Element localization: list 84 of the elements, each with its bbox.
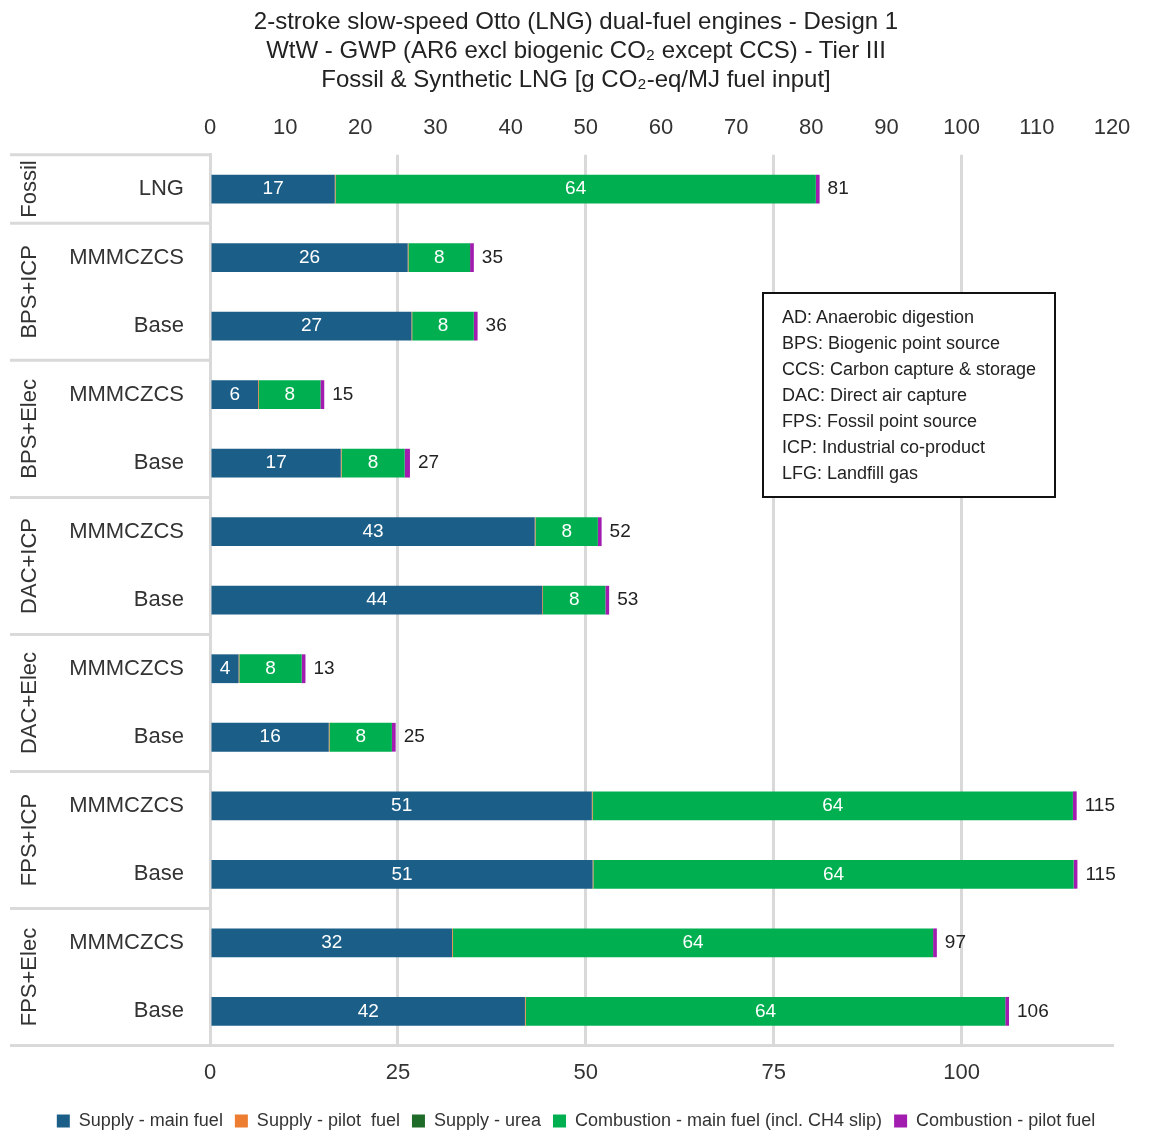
text: DAC+ICP [16, 517, 42, 614]
x-tick-label: 100 [943, 1058, 981, 1084]
y-tick-label: Base [133, 586, 184, 612]
data-label: 8 [561, 519, 572, 541]
data-label: 42 [357, 999, 379, 1021]
x-tick-label: 25 [385, 1058, 411, 1084]
y-tick-label: Base [133, 997, 184, 1023]
legend-label: Combustion - pilot fuel [916, 1109, 1096, 1130]
y-tick-label: Base [133, 860, 184, 886]
total-label: 97 [944, 931, 966, 953]
data-label: 26 [299, 245, 321, 267]
text: FPS+ICP [16, 793, 42, 887]
legend-label: Supply - pilot fuel [256, 1109, 400, 1130]
data-label: 8 [437, 314, 449, 336]
data-label: 64 [682, 931, 704, 953]
x2-tick-label: 30 [423, 113, 448, 139]
data-label: 64 [754, 999, 777, 1021]
chart-title: 2-stroke slow-speed Otto (LNG) dual-fuel engines - Design 1 WtW - GWP (AR6 excl biogenic CO₂ except CCS) - Tier III Fossil & Synthetic LNG [g CO₂-eq/MJ fuel input] [253, 7, 899, 92]
x2-tick-label: 10 [272, 113, 298, 139]
y-tick-label: LNG [138, 175, 184, 201]
total-label: 35 [481, 245, 503, 267]
x2-tick-label: 60 [648, 113, 674, 139]
x-tick-label: 75 [761, 1058, 786, 1084]
x-tick-label: 50 [573, 1058, 599, 1084]
data-label: 17 [265, 451, 287, 473]
x2-tick-label: 110 [1019, 113, 1055, 139]
x2-tick-label: 20 [348, 113, 373, 139]
total-label: 27 [417, 451, 440, 473]
total-label: 25 [403, 725, 425, 747]
total-label: 115 [1084, 794, 1115, 815]
y-tick-label: MMMCZCS [69, 243, 184, 269]
data-label: 8 [568, 588, 580, 610]
data-label: 8 [265, 656, 276, 678]
text: Fossil [16, 160, 42, 218]
data-label: 17 [262, 177, 284, 199]
data-label: 6 [229, 382, 241, 404]
y-tick-label: MMMCZCS [69, 654, 184, 680]
total-label: 36 [485, 314, 507, 336]
data-label: 43 [362, 519, 384, 541]
data-label: 8 [433, 245, 445, 267]
y-tick-label: MMMCZCS [69, 380, 184, 406]
data-label: 64 [565, 177, 587, 199]
data-label: 27 [300, 314, 323, 336]
y-tick-label: MMMCZCS [69, 928, 184, 954]
x2-tick-label: 50 [573, 113, 599, 139]
data-label: 51 [391, 862, 413, 884]
legend-label: Supply - main fuel [78, 1109, 223, 1130]
total-label: 52 [609, 519, 631, 541]
total-label: 81 [827, 177, 849, 199]
x2-tick-label: 90 [874, 113, 899, 139]
total-label: 13 [313, 656, 335, 678]
text: BPS+ICP [16, 245, 42, 339]
text: FPS+Elec [16, 927, 42, 1027]
y-tick-label: MMMCZCS [69, 791, 184, 817]
data-label: 64 [822, 862, 845, 884]
x2-tick-label: 0 [203, 113, 217, 139]
x2-tick-label: 70 [723, 113, 749, 139]
data-label: 8 [284, 382, 295, 404]
data-label: 32 [321, 931, 343, 953]
y-tick-label: MMMCZCS [69, 517, 184, 543]
text: DAC+Elec [16, 651, 42, 755]
data-label: 64 [822, 794, 844, 815]
x2-tick-label: 40 [498, 113, 523, 139]
data-label: 8 [367, 451, 379, 473]
x2-tick-label: 120 [1093, 113, 1131, 139]
total-label: 15 [332, 382, 354, 404]
total-label: 115 [1085, 862, 1116, 884]
y-tick-label: Base [133, 312, 184, 338]
total-label: 53 [617, 588, 639, 610]
data-label: 44 [366, 588, 388, 610]
text: BPS+Elec [16, 379, 42, 479]
data-label: 8 [355, 725, 366, 747]
legend-label: Combustion - main fuel (incl. CH4 slip) [575, 1109, 883, 1130]
legend-label: Supply - urea [433, 1109, 542, 1130]
y-tick-label: Base [133, 449, 184, 475]
y-tick-label: Base [133, 723, 184, 749]
x-tick-label: 0 [203, 1058, 217, 1084]
x2-tick-label: 100 [943, 113, 981, 139]
data-label: 16 [259, 725, 281, 747]
total-label: 106 [1017, 999, 1049, 1021]
data-label: 51 [391, 794, 413, 815]
x2-tick-label: 80 [799, 113, 824, 139]
data-label: 4 [219, 656, 231, 678]
annotation: AD: Anaerobic digestion BPS: Biogenic point source CCS: Carbon capture & storage DAC: Direct air capture FPS: Fossil point source ICP: Industrial co-product LFG: Landfill gas [762, 292, 1057, 498]
